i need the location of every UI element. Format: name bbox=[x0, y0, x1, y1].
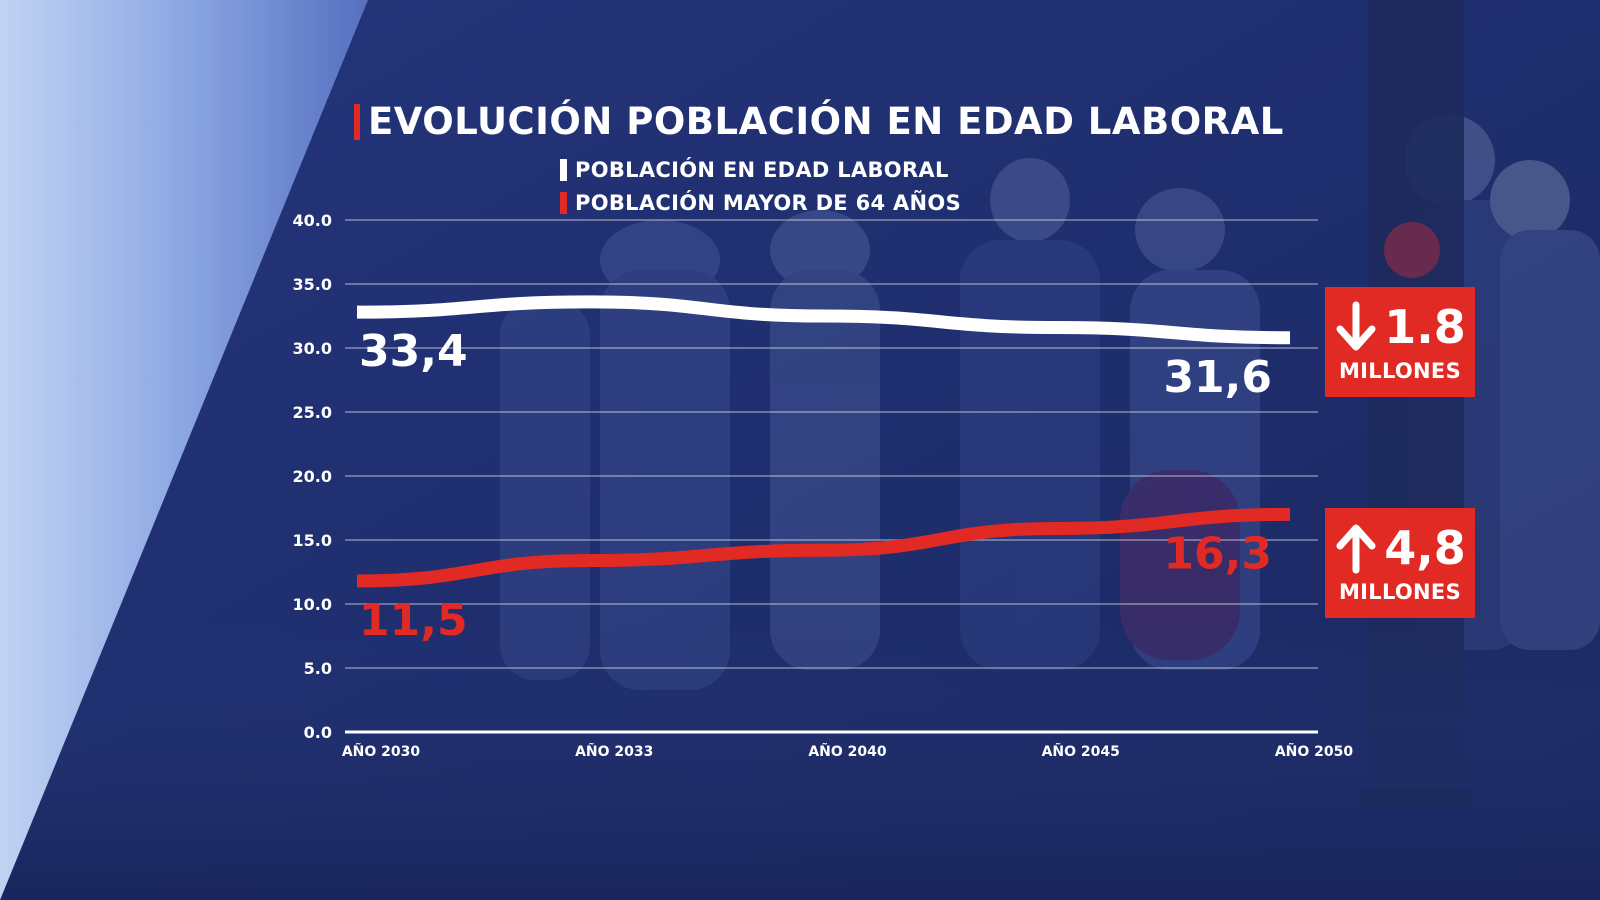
change-badge-over-64: 4,8 MILLONES bbox=[1325, 508, 1475, 618]
badge-unit: MILLONES bbox=[1338, 580, 1462, 604]
x-tick-label: AÑO 2030 bbox=[342, 743, 421, 760]
change-badge-working-age: 1.8 MILLONES bbox=[1325, 287, 1475, 397]
chart-legend: POBLACIÓN EN EDAD LABORAL POBLACIÓN MAYO… bbox=[560, 153, 961, 219]
badge-unit: MILLONES bbox=[1338, 359, 1462, 383]
data-label: 33,4 bbox=[359, 326, 468, 377]
series-line-working-age bbox=[356, 295, 1291, 345]
y-tick-label: 25.0 bbox=[293, 403, 332, 422]
x-tick-label: AÑO 2045 bbox=[1042, 743, 1120, 760]
legend-swatch-white bbox=[560, 158, 567, 181]
legend-item-over-64: POBLACIÓN MAYOR DE 64 AÑOS bbox=[560, 186, 961, 219]
data-label: 16,3 bbox=[1163, 528, 1272, 579]
legend-swatch-red bbox=[560, 191, 567, 214]
arrow-up-icon bbox=[1336, 524, 1376, 574]
x-tick-label: AÑO 2033 bbox=[575, 743, 653, 760]
badge-value: 1.8 bbox=[1384, 300, 1466, 354]
series-line-over-64 bbox=[356, 507, 1291, 588]
legend-item-working-age: POBLACIÓN EN EDAD LABORAL bbox=[560, 153, 961, 186]
x-tick-label: AÑO 2050 bbox=[1275, 743, 1354, 760]
data-label: 11,5 bbox=[359, 595, 468, 646]
data-label: 31,6 bbox=[1163, 352, 1272, 403]
y-tick-label: 5.0 bbox=[304, 659, 332, 678]
legend-label: POBLACIÓN MAYOR DE 64 AÑOS bbox=[575, 190, 962, 215]
y-tick-label: 20.0 bbox=[293, 467, 332, 486]
arrow-down-icon bbox=[1336, 301, 1376, 351]
x-tick-label: AÑO 2040 bbox=[808, 743, 887, 760]
chart-title-group: EVOLUCIÓN POBLACIÓN EN EDAD LABORAL bbox=[354, 100, 1284, 143]
y-tick-label: 40.0 bbox=[293, 211, 332, 230]
badge-value: 4,8 bbox=[1384, 521, 1466, 575]
y-tick-label: 10.0 bbox=[293, 595, 332, 614]
y-tick-label: 35.0 bbox=[293, 275, 332, 294]
chart-title: EVOLUCIÓN POBLACIÓN EN EDAD LABORAL bbox=[368, 100, 1284, 143]
y-tick-label: 30.0 bbox=[293, 339, 332, 358]
y-tick-label: 15.0 bbox=[293, 531, 332, 550]
legend-label: POBLACIÓN EN EDAD LABORAL bbox=[575, 157, 949, 182]
title-accent-bar bbox=[354, 103, 360, 140]
y-tick-label: 0.0 bbox=[304, 723, 332, 742]
